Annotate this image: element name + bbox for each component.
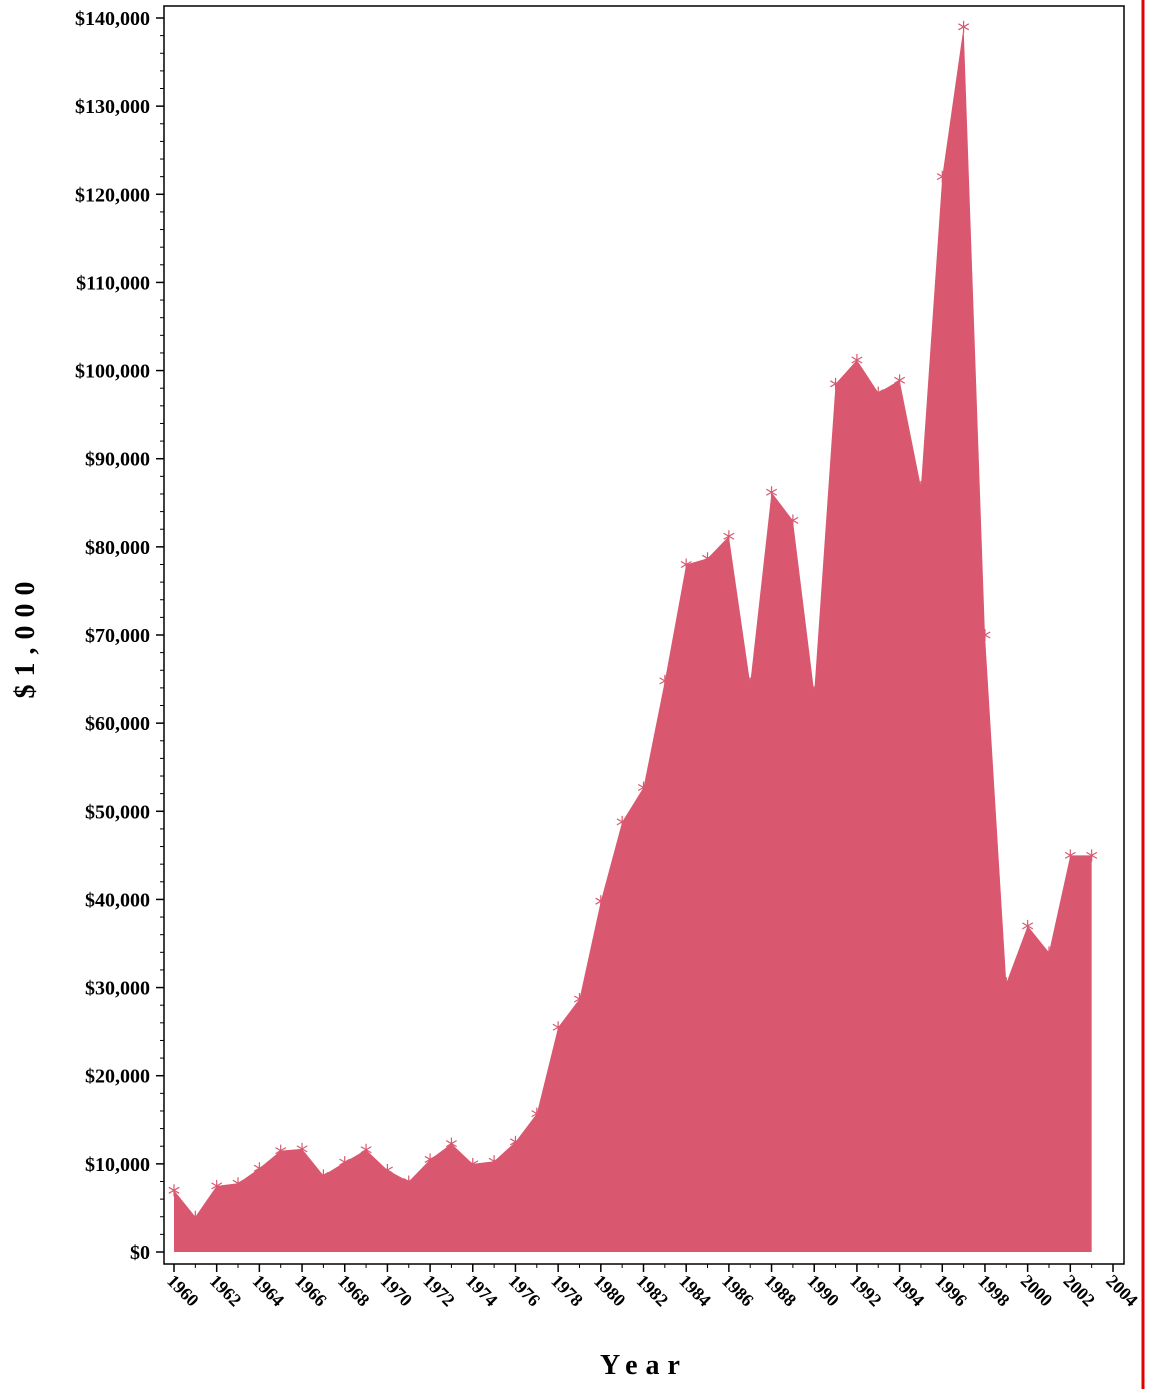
data-point-marker [552,1021,564,1034]
data-point-marker [275,1144,287,1157]
x-tick-label: 1976 [505,1271,545,1311]
data-point-marker [1043,946,1055,959]
data-point-marker [445,1137,457,1150]
x-tick-label: 1962 [206,1271,246,1311]
y-axis-title: $1,000 [10,574,41,699]
data-point-marker [787,514,799,527]
y-tick-label: $50,000 [85,801,150,823]
x-tick-label: 1988 [761,1271,801,1311]
data-point-marker [637,781,650,794]
x-tick-label: 1998 [974,1271,1014,1311]
y-tick-label: $80,000 [85,537,150,559]
data-point-marker [1086,849,1098,862]
y-tick-label: $90,000 [85,449,150,471]
data-point-marker [317,1169,329,1182]
x-tick-label: 1974 [462,1271,502,1311]
y-tick-label: $60,000 [85,713,150,735]
marker-layer [168,20,1098,1223]
data-point-marker [211,1179,223,1192]
data-point-marker [766,486,778,499]
y-tick-label: $140,000 [75,8,150,30]
x-tick-label: 1982 [633,1271,673,1311]
x-tick-label: 1980 [590,1271,630,1311]
data-point-marker [232,1177,244,1190]
x-tick-label: 1966 [291,1271,331,1311]
x-tick-label: 1970 [377,1271,417,1311]
x-tick-label: 1964 [249,1271,289,1311]
data-point-marker [1000,977,1012,990]
data-point-marker [1064,849,1076,862]
x-tick-label: 1986 [718,1271,758,1311]
data-point-marker [744,677,756,690]
data-point-marker [531,1107,543,1120]
data-point-marker [573,993,585,1006]
x-tick-label: 2004 [1102,1271,1142,1311]
data-point-marker [680,558,692,571]
data-point-marker [339,1156,351,1169]
x-tick-label: 1972 [419,1271,459,1311]
y-tick-label: $130,000 [75,96,150,118]
data-point-marker [488,1155,500,1168]
data-point-marker [467,1157,479,1170]
y-tick-label: $110,000 [76,272,150,294]
data-point-marker [296,1142,308,1155]
x-tick-label: 1978 [547,1271,587,1311]
data-point-marker [595,895,607,908]
y-tick-label: $30,000 [85,978,150,1000]
y-tick-label: $0 [130,1242,150,1264]
y-tick-label: $70,000 [85,625,150,647]
x-axis: 1960 1962 1964 1966 1968 1970 1972 1974 1976 1978… [163,1264,1142,1310]
x-tick-label: 2000 [1017,1271,1057,1311]
x-tick-label: 1968 [334,1271,374,1311]
data-point-marker [168,1184,180,1197]
data-point-marker [936,170,948,183]
y-axis: $0 $10,000 $20,000 $30,000 $40,000 $50,000 $60… [75,8,164,1264]
area-series [174,26,1092,1252]
data-point-marker [616,815,628,828]
data-point-marker [424,1153,436,1166]
data-point-marker [659,674,671,687]
x-axis-title: Year [600,1350,688,1381]
data-point-marker [723,530,735,543]
y-tick-label: $120,000 [75,184,150,206]
data-point-marker [915,480,927,493]
data-point-marker [830,377,842,390]
x-tick-label: 1994 [889,1271,929,1311]
y-tick-label: $100,000 [75,361,150,383]
x-tick-label: 1984 [675,1271,715,1311]
data-point-marker [509,1135,521,1148]
data-point-marker [958,20,970,33]
data-point-marker [253,1162,265,1175]
data-point-marker [189,1210,201,1223]
area-layer [174,26,1092,1252]
x-tick-label: 2002 [1059,1271,1099,1311]
data-point-marker [894,374,906,387]
data-point-marker [808,686,820,699]
data-point-marker [360,1143,372,1156]
data-point-marker [381,1164,393,1177]
data-point-marker [851,353,863,366]
data-point-marker [1022,919,1034,932]
data-point-marker [403,1175,415,1188]
y-tick-label: $20,000 [85,1066,150,1088]
x-tick-label: 1996 [931,1271,971,1311]
data-point-marker [979,629,991,641]
y-tick-label: $40,000 [85,889,150,911]
y-tick-label: $10,000 [85,1154,150,1176]
x-tick-label: 1990 [803,1271,843,1311]
data-point-marker [702,552,714,565]
x-tick-label: 1960 [163,1271,203,1311]
x-tick-label: 1992 [846,1271,886,1311]
data-point-marker [872,386,884,399]
